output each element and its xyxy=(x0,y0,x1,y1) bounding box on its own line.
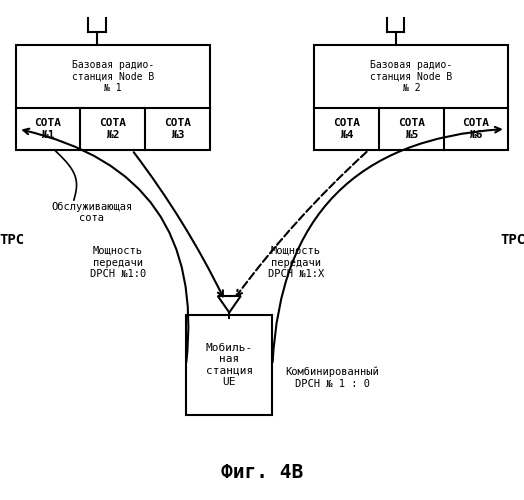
Text: Базовая радио-
станция Node B
№ 1: Базовая радио- станция Node B № 1 xyxy=(72,60,154,93)
Text: СОТА
№4: СОТА №4 xyxy=(333,118,360,140)
Bar xyxy=(314,45,508,150)
Text: СОТА
№5: СОТА №5 xyxy=(398,118,425,140)
Text: Мобиль-
ная
станция
UE: Мобиль- ная станция UE xyxy=(205,342,253,388)
Text: Комбинированный
DPCH № 1 : 0: Комбинированный DPCH № 1 : 0 xyxy=(286,366,379,388)
Text: СОТА
№3: СОТА №3 xyxy=(164,118,191,140)
Text: СОТА
№6: СОТА №6 xyxy=(463,118,489,140)
Text: ТРС: ТРС xyxy=(500,233,524,247)
Text: Обслуживающая
сота: Обслуживающая сота xyxy=(51,202,133,224)
Text: ТРС: ТРС xyxy=(0,233,24,247)
Bar xyxy=(16,45,210,150)
Text: Базовая радио-
станция Node B
№ 2: Базовая радио- станция Node B № 2 xyxy=(370,60,452,93)
Text: Мощность
передачи
DPCH №1:0: Мощность передачи DPCH №1:0 xyxy=(90,246,146,279)
Bar xyxy=(186,315,272,415)
Text: СОТА
№2: СОТА №2 xyxy=(99,118,126,140)
Text: СОТА
№1: СОТА №1 xyxy=(35,118,61,140)
Text: Фиг. 4В: Фиг. 4В xyxy=(221,463,303,482)
Text: Мощность
передачи
DPCH №1:X: Мощность передачи DPCH №1:X xyxy=(268,246,324,279)
